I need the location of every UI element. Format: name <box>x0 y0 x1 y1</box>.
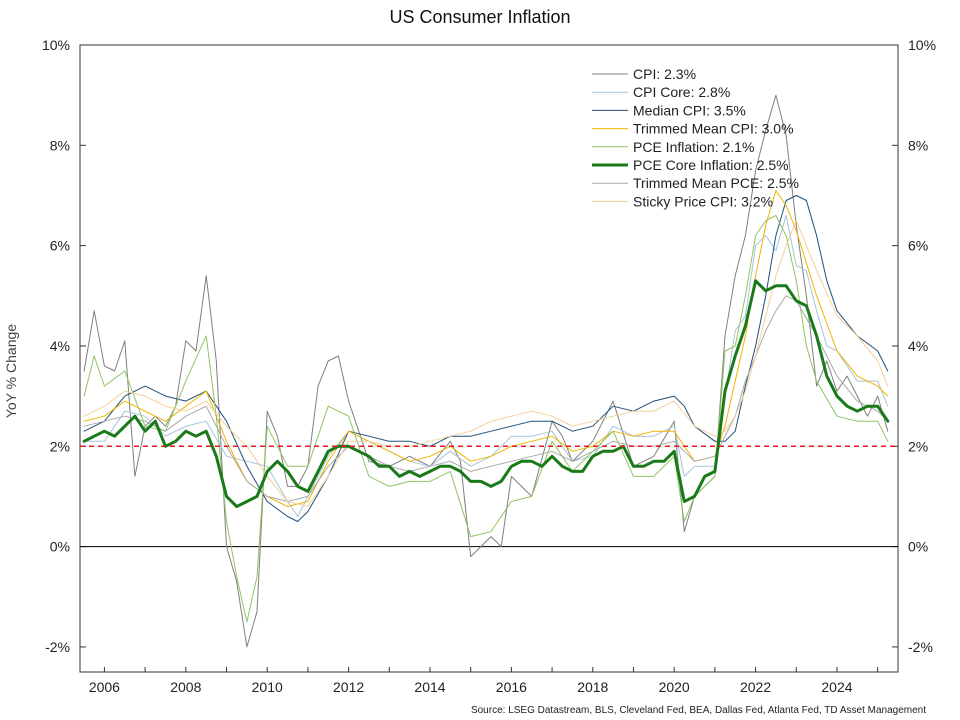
y-tick-label-left: 0% <box>50 539 70 555</box>
x-tick-label: 2018 <box>577 679 608 695</box>
x-tick-label: 2014 <box>414 679 445 695</box>
y-tick-label-right: 2% <box>908 438 928 454</box>
x-tick-label: 2022 <box>740 679 771 695</box>
series-line-2 <box>83 215 889 517</box>
y-axis-label: YoY % Change <box>3 324 19 418</box>
y-tick-label-left: 8% <box>50 137 70 153</box>
series-line-1 <box>83 94 889 648</box>
legend-label: PCE Core Inflation: 2.5% <box>633 157 789 173</box>
y-tick-label-left: -2% <box>45 639 70 655</box>
series-line-5 <box>83 215 889 623</box>
y-tick-label-right: 6% <box>908 238 928 254</box>
y-tick-label-right: 4% <box>908 338 928 354</box>
x-tick-label: 2010 <box>252 679 283 695</box>
legend-label: Trimmed Mean CPI: 3.0% <box>633 121 794 137</box>
y-tick-label-right: 0% <box>908 539 928 555</box>
y-tick-label-right: -2% <box>908 639 933 655</box>
x-tick-label: 2016 <box>496 679 527 695</box>
x-tick-label: 2008 <box>170 679 201 695</box>
series-line-6 <box>82 279 890 508</box>
series-line-8 <box>83 220 889 507</box>
y-tick-label-right: 10% <box>908 37 936 53</box>
x-tick-label: 2024 <box>821 679 852 695</box>
plot-frame <box>79 44 899 673</box>
series-line-4 <box>83 190 889 507</box>
y-tick-label-left: 6% <box>50 238 70 254</box>
legend-label: CPI: 2.3% <box>633 66 696 82</box>
legend-label: Median CPI: 3.5% <box>633 102 746 118</box>
series-line-3 <box>83 195 889 522</box>
series-line-7 <box>83 295 889 502</box>
y-tick-label-left: 4% <box>50 338 70 354</box>
y-tick-label-left: 10% <box>42 37 70 53</box>
source-note: Source: LSEG Datastream, BLS, Cleveland … <box>471 705 926 716</box>
x-tick-label: 2006 <box>89 679 120 695</box>
legend-label: Trimmed Mean PCE: 2.5% <box>633 175 799 191</box>
y-tick-label-left: 2% <box>50 438 70 454</box>
x-tick-label: 2020 <box>659 679 690 695</box>
chart-title: US Consumer Inflation <box>389 7 570 27</box>
legend-label: Sticky Price CPI: 3.2% <box>633 193 773 209</box>
legend-label: CPI Core: 2.8% <box>633 84 730 100</box>
legend-label: PCE Inflation: 2.1% <box>633 139 754 155</box>
y-tick-label-right: 8% <box>908 137 928 153</box>
x-tick-label: 2012 <box>333 679 364 695</box>
